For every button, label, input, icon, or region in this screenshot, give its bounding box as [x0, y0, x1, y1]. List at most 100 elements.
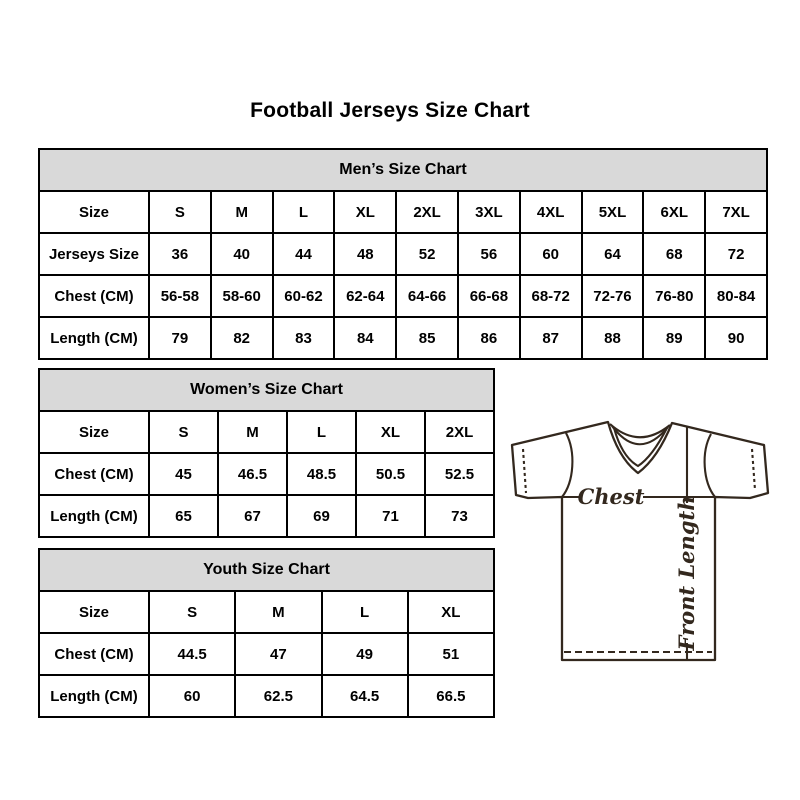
youth-cell: 60	[147, 674, 237, 718]
women-cell: S	[148, 410, 219, 454]
men-table-header-row: Men’s Size Chart	[38, 148, 768, 192]
women-cell: 71	[355, 494, 426, 538]
youth-cell: L	[320, 590, 409, 634]
men-cell: 5XL	[580, 190, 645, 234]
men-cell: 76-80	[642, 274, 707, 318]
women-row-label: Chest (CM)	[38, 452, 150, 496]
women-cell: L	[286, 410, 357, 454]
men-row-0: Size S M L XL 2XL 3XL 4XL 5XL 6XL 7XL	[38, 190, 768, 234]
men-cell: 85	[395, 316, 459, 360]
women-cell: 48.5	[286, 452, 357, 496]
men-cell: 58-60	[209, 274, 274, 318]
women-cell: 69	[286, 494, 357, 538]
mens-size-table: Men’s Size Chart Size S M L XL 2XL 3XL 4XL 5XL 6XL…	[38, 148, 768, 360]
women-table-title: Women’s Size Chart	[37, 368, 496, 412]
men-row-2: Chest (CM) 56-58 58-60 60-62 62-64 64-66 66-68…	[38, 274, 768, 318]
left-armhole-seam	[561, 432, 574, 498]
men-cell: 44	[271, 232, 336, 276]
youth-cell: M	[234, 590, 323, 634]
women-row-label: Size	[38, 410, 150, 454]
men-row-3: Length (CM) 79 82 83 84 85 86 87 88 89 90	[38, 316, 768, 360]
men-row-label: Chest (CM)	[38, 274, 150, 318]
men-cell: 72	[704, 232, 768, 276]
youth-size-table: Youth Size Chart Size S M L XL Chest (CM) 44.5 4…	[38, 548, 496, 718]
youth-cell: 66.5	[406, 674, 496, 718]
right-cuff-stitch	[750, 448, 757, 491]
men-cell: 88	[580, 316, 645, 360]
men-cell: 68-72	[518, 274, 583, 318]
page-title: Football Jerseys Size Chart	[250, 99, 530, 122]
men-cell: 84	[333, 316, 398, 360]
men-cell: 4XL	[518, 190, 583, 234]
youth-cell: 44.5	[147, 632, 237, 676]
women-cell: 73	[423, 494, 496, 538]
left-cuff-stitch	[521, 448, 528, 494]
men-cell: 40	[209, 232, 274, 276]
men-row-1: Jerseys Size 36 40 44 48 52 56 60 64 68 72	[38, 232, 768, 276]
youth-row-label: Chest (CM)	[38, 632, 150, 676]
men-cell: 52	[395, 232, 459, 276]
men-row-label: Length (CM)	[38, 316, 150, 360]
men-cell: 36	[148, 232, 212, 276]
youth-cell: 62.5	[234, 674, 323, 718]
womens-size-table: Women’s Size Chart Size S M L XL 2XL Chest (CM)…	[37, 368, 496, 538]
men-cell: 64	[580, 232, 645, 276]
youth-cell: S	[147, 590, 237, 634]
men-cell: 86	[456, 316, 521, 360]
men-cell: 66-68	[456, 274, 521, 318]
men-cell: 2XL	[395, 190, 459, 234]
women-row-2: Length (CM) 65 67 69 71 73	[38, 494, 496, 538]
women-cell: 52.5	[423, 452, 496, 496]
men-cell: 82	[209, 316, 274, 360]
men-cell: 68	[642, 232, 707, 276]
youth-row-0: Size S M L XL	[38, 590, 496, 634]
men-cell: 72-76	[580, 274, 645, 318]
men-cell: 56-58	[148, 274, 212, 318]
chest-label: Chest	[578, 484, 645, 509]
jersey-measurement-diagram: Chest Front Length	[510, 420, 770, 662]
women-cell: 50.5	[355, 452, 426, 496]
youth-cell: XL	[406, 590, 496, 634]
women-row-label: Length (CM)	[38, 494, 150, 538]
women-table-header-row: Women’s Size Chart	[37, 368, 496, 412]
men-cell: 89	[642, 316, 707, 360]
men-cell: 60-62	[271, 274, 336, 318]
men-cell: XL	[333, 190, 398, 234]
youth-row-label: Size	[38, 590, 150, 634]
women-cell: 45	[148, 452, 219, 496]
youth-row-2: Length (CM) 60 62.5 64.5 66.5	[38, 674, 496, 718]
collar-band-inner	[612, 427, 668, 468]
right-armhole-seam	[703, 433, 716, 498]
men-table-title: Men’s Size Chart	[38, 148, 768, 192]
men-cell: 62-64	[333, 274, 398, 318]
women-cell: 65	[148, 494, 219, 538]
youth-table-title: Youth Size Chart	[38, 548, 495, 592]
youth-cell: 51	[406, 632, 496, 676]
men-cell: L	[271, 190, 336, 234]
men-cell: 90	[704, 316, 768, 360]
collar-back-arc-1	[609, 423, 671, 439]
men-cell: 56	[456, 232, 521, 276]
women-cell: M	[217, 410, 288, 454]
men-cell: 83	[271, 316, 336, 360]
men-cell: 48	[333, 232, 398, 276]
youth-cell: 47	[234, 632, 323, 676]
youth-cell: 49	[320, 632, 409, 676]
youth-row-label: Length (CM)	[38, 674, 150, 718]
women-cell: 2XL	[423, 410, 496, 454]
youth-cell: 64.5	[320, 674, 409, 718]
men-cell: 87	[518, 316, 583, 360]
women-cell: 46.5	[217, 452, 288, 496]
men-cell: 79	[148, 316, 212, 360]
collar-back-arc-2	[611, 425, 669, 446]
women-cell: 67	[217, 494, 288, 538]
men-cell: 6XL	[642, 190, 707, 234]
women-row-0: Size S M L XL 2XL	[38, 410, 496, 454]
men-row-label: Jerseys Size	[38, 232, 150, 276]
women-cell: XL	[355, 410, 426, 454]
front-length-label: Front Length	[674, 496, 699, 652]
women-row-1: Chest (CM) 45 46.5 48.5 50.5 52.5	[38, 452, 496, 496]
jersey-outline	[510, 420, 770, 662]
youth-row-1: Chest (CM) 44.5 47 49 51	[38, 632, 496, 676]
